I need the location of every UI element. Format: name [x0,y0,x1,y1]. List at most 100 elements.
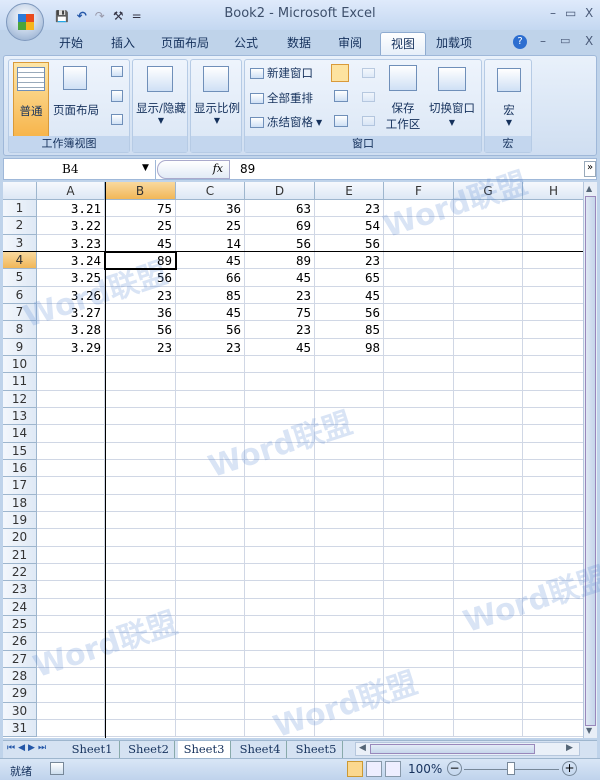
cell-B15[interactable] [105,442,176,460]
cell-G18[interactable] [454,494,523,512]
cell-C31[interactable] [176,719,245,738]
cell-H20[interactable] [523,529,583,547]
cell-G31[interactable] [454,719,523,738]
cell-E8[interactable]: 85 [315,321,384,339]
cell-A26[interactable] [37,633,105,651]
cell-F1[interactable] [384,200,454,218]
cell-A31[interactable] [37,719,105,738]
switch-windows-button[interactable]: 切换窗口 ▼ [425,62,479,134]
undo-icon[interactable]: ↶ [76,9,87,23]
cell-C24[interactable] [176,598,245,616]
cell-G14[interactable] [454,425,523,443]
row-header[interactable]: 31 [3,719,37,738]
cell-A14[interactable] [37,425,105,443]
cell-D20[interactable] [245,529,315,547]
cell-D7[interactable]: 75 [245,303,315,322]
cell-A4[interactable]: 3.24 [37,251,105,270]
cell-H16[interactable] [523,460,583,478]
cell-A1[interactable]: 3.21 [37,200,105,218]
maximize-button[interactable]: ▭ [565,6,577,20]
cell-D28[interactable] [245,667,315,686]
cell-A12[interactable] [37,390,105,408]
cell-G20[interactable] [454,529,523,547]
cell-F13[interactable] [384,407,454,426]
freeze-panes-button[interactable]: 冻结窗格 ▼ [250,113,322,131]
cell-D4[interactable]: 89 [245,251,315,270]
cell-E27[interactable] [315,650,384,668]
cell-C19[interactable] [176,511,245,530]
cell-A18[interactable] [37,494,105,512]
cell-B3[interactable]: 45 [105,234,176,252]
cell-G23[interactable] [454,581,523,599]
tools-icon[interactable]: ⚒ [112,9,124,23]
horizontal-scroll-thumb[interactable] [370,744,535,754]
office-button[interactable] [6,3,44,41]
cell-C21[interactable] [176,546,245,564]
cell-D14[interactable] [245,425,315,443]
cell-G15[interactable] [454,442,523,460]
cell-G22[interactable] [454,563,523,582]
cell-B5[interactable]: 56 [105,269,176,287]
cell-F18[interactable] [384,494,454,512]
show-hide-button[interactable]: 显示/隐藏 ▼ [132,59,188,153]
cell-A19[interactable] [37,511,105,530]
cell-G29[interactable] [454,685,523,703]
cell-E28[interactable] [315,667,384,686]
cell-H17[interactable] [523,477,583,495]
cell-E11[interactable] [315,373,384,391]
cell-B28[interactable] [105,667,176,686]
cell-F9[interactable] [384,338,454,356]
cell-C13[interactable] [176,407,245,426]
cell-H5[interactable] [523,269,583,287]
cell-F30[interactable] [384,702,454,720]
cell-D6[interactable]: 23 [245,286,315,304]
row-header[interactable]: 18 [3,494,37,512]
select-all-corner[interactable] [3,182,37,200]
cell-G28[interactable] [454,667,523,686]
cell-A3[interactable]: 3.23 [37,234,105,252]
cell-A29[interactable] [37,685,105,703]
cell-H19[interactable] [523,512,583,530]
cell-D19[interactable] [245,511,315,530]
cell-E5[interactable]: 65 [315,269,384,287]
cell-C4[interactable]: 45 [176,251,245,270]
row-header[interactable]: 5 [3,269,37,287]
tab-1[interactable]: 插入 [110,36,135,50]
tab-2[interactable]: 页面布局 [160,36,209,50]
cell-A10[interactable] [37,355,105,374]
cell-A22[interactable] [37,563,105,582]
column-header-G[interactable]: G [454,182,523,200]
cell-A5[interactable]: 3.25 [37,269,105,287]
cell-A24[interactable] [37,598,105,616]
sheet-tab-3[interactable]: Sheet4 [234,741,287,758]
cell-D26[interactable] [245,633,315,651]
cell-F8[interactable] [384,321,454,339]
cell-E21[interactable] [315,546,384,564]
column-header-A[interactable]: A [37,182,105,200]
cell-G21[interactable] [454,546,523,564]
cell-C30[interactable] [176,702,245,720]
cell-G30[interactable] [454,702,523,720]
cell-C26[interactable] [176,633,245,651]
cell-C27[interactable] [176,650,245,668]
cell-E9[interactable]: 98 [315,338,384,356]
row-header[interactable]: 6 [3,286,37,304]
cell-E13[interactable] [315,407,384,426]
page-layout-status-icon[interactable] [366,761,382,777]
cell-C25[interactable] [176,615,245,634]
cell-B22[interactable] [105,563,176,582]
cell-A15[interactable] [37,442,105,460]
record-macro-icon[interactable] [50,762,64,775]
cell-G13[interactable] [454,407,523,426]
cell-A7[interactable]: 3.27 [37,303,105,322]
cell-B18[interactable] [105,494,176,512]
scroll-right-icon[interactable]: ▶ [566,743,573,753]
workbook-restore-button[interactable]: ▭ [560,34,571,47]
cell-C3[interactable]: 14 [176,234,245,252]
cell-F4[interactable] [384,251,454,270]
cell-H29[interactable] [523,685,583,703]
cell-F12[interactable] [384,390,454,408]
cell-H7[interactable] [523,304,583,322]
cell-B16[interactable] [105,459,176,478]
cell-B12[interactable] [105,390,176,408]
